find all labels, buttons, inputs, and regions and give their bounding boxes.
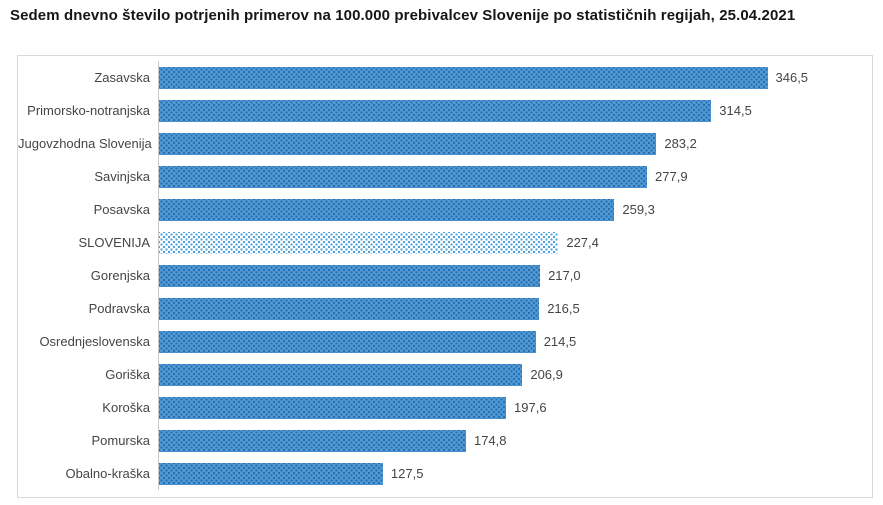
bar-track: 214,5	[158, 325, 872, 358]
bar-row: Gorenjska 217,0	[18, 259, 872, 292]
bar	[159, 198, 615, 221]
bar-track: 259,3	[158, 193, 872, 226]
value-label: 127,5	[390, 466, 424, 481]
category-label: Primorsko-notranjska	[27, 103, 150, 118]
value-label: 346,5	[775, 70, 809, 85]
bar-track: 127,5	[158, 457, 872, 490]
bar	[159, 462, 383, 485]
bar-row: SLOVENIJA 227,4	[18, 226, 872, 259]
bar-track: 206,9	[158, 358, 872, 391]
bar-track: 174,8	[158, 424, 872, 457]
value-label: 227,4	[566, 235, 599, 250]
chart-area: Zasavska 346,5 Primorsko-notranjska 314,5 Ju…	[17, 55, 873, 498]
bar-row: Goriška 206,9	[18, 358, 872, 391]
bar	[159, 330, 536, 353]
bar	[159, 99, 712, 122]
value-label: 314,5	[719, 103, 752, 118]
category-label: Koroška	[102, 400, 150, 415]
bar	[159, 132, 657, 155]
bar-row: Posavska 259,3	[18, 193, 872, 226]
bar	[159, 165, 648, 188]
bar	[159, 396, 507, 419]
category-label: Obalno-kraška	[65, 466, 150, 481]
bar-track: 227,4	[158, 226, 872, 259]
bar-slovenia-highlight	[159, 231, 559, 254]
bar-row: Osrednjeslovenska 214,5	[18, 325, 872, 358]
category-label: SLOVENIJA	[78, 235, 150, 250]
bar-row: Podravska 216,5	[18, 292, 872, 325]
category-label: Jugovzhodna Slovenija	[18, 136, 152, 151]
category-label: Podravska	[88, 301, 150, 316]
category-label: Posavska	[93, 202, 150, 217]
bar	[159, 297, 540, 320]
bar	[159, 363, 523, 386]
value-label: 214,5	[543, 334, 577, 349]
bar-track: 217,0	[158, 259, 872, 292]
category-label: Savinjska	[94, 169, 150, 184]
value-label: 259,3	[622, 202, 655, 217]
bar-row: Pomurska 174,8	[18, 424, 872, 457]
bar-rows: Zasavska 346,5 Primorsko-notranjska 314,5 Ju…	[18, 61, 872, 490]
bar-track: 216,5	[158, 292, 872, 325]
value-label: 277,9	[655, 169, 688, 184]
bar-row: Obalno-kraška 127,5	[18, 457, 872, 490]
bar	[159, 429, 466, 452]
bar-row: Primorsko-notranjska 314,5	[18, 94, 872, 127]
bar-track: 277,9	[158, 160, 872, 193]
category-label: Pomurska	[91, 433, 150, 448]
bar-track: 346,5	[158, 61, 872, 94]
value-label: 283,2	[664, 136, 697, 151]
category-label: Gorenjska	[90, 268, 150, 283]
bar-row: Savinjska 277,9	[18, 160, 872, 193]
bar-row: Zasavska 346,5	[18, 61, 872, 94]
value-label: 216,5	[547, 301, 580, 316]
value-label: 174,8	[473, 433, 507, 448]
category-label: Goriška	[105, 367, 150, 382]
category-label: Osrednjeslovenska	[39, 334, 150, 349]
bar-row: Jugovzhodna Slovenija 283,2	[18, 127, 872, 160]
value-label: 217,0	[548, 268, 581, 283]
chart-title: Sedem dnevno število potrjenih primerov …	[10, 7, 796, 24]
bar	[159, 264, 541, 287]
bar-track: 314,5	[158, 94, 872, 127]
bar	[159, 66, 768, 89]
value-label: 197,6	[514, 400, 547, 415]
bar-track: 197,6	[158, 391, 872, 424]
bar-track: 283,2	[158, 127, 872, 160]
bar-row: Koroška 197,6	[18, 391, 872, 424]
value-label: 206,9	[530, 367, 563, 382]
category-label: Zasavska	[94, 70, 150, 85]
